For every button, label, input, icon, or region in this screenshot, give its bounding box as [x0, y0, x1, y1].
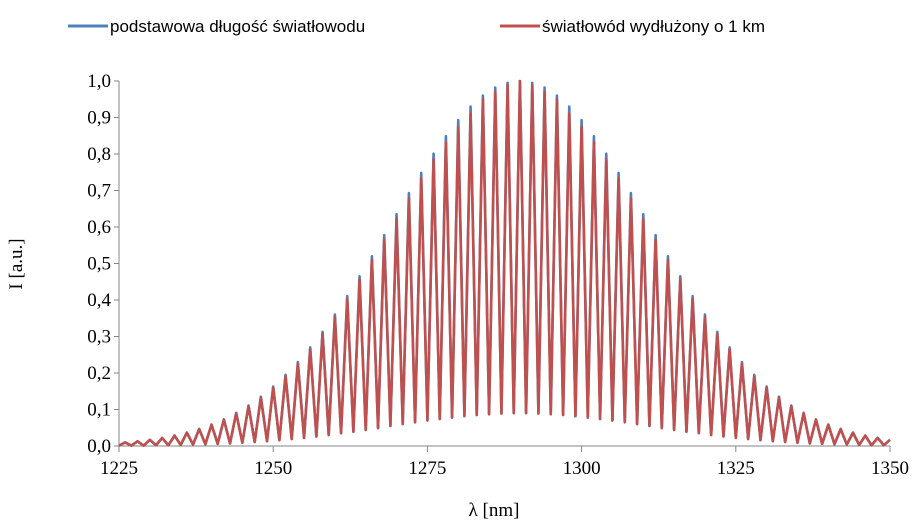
y-tick-label: 0,2	[87, 363, 111, 384]
y-axis-label: I [a.u.]	[6, 238, 27, 289]
x-tick-label: 1300	[563, 458, 601, 479]
y-tick-label: 0,4	[87, 290, 111, 311]
x-tick-label: 1325	[717, 458, 755, 479]
y-tick-label: 0,1	[87, 400, 111, 421]
legend-label: światłowód wydłużony o 1 km	[542, 17, 765, 36]
x-tick-label: 1275	[408, 458, 446, 479]
y-tick-label: 0,8	[87, 144, 111, 165]
y-tick-label: 0,5	[87, 254, 111, 275]
series-line	[118, 79, 891, 447]
y-tick-label: 0,9	[87, 108, 111, 129]
x-axis-label: λ [nm]	[469, 500, 520, 521]
y-tick-label: 0,3	[87, 327, 111, 348]
y-tick-label: 1,0	[87, 71, 111, 92]
y-tick-label: 0,6	[87, 217, 111, 238]
legend-label: podstawowa długość światłowodu	[110, 17, 365, 36]
x-tick-label: 1350	[871, 458, 909, 479]
y-tick-label: 0,7	[87, 181, 111, 202]
x-tick-label: 1225	[100, 458, 138, 479]
y-tick-label: 0,0	[87, 436, 111, 457]
x-tick-label: 1250	[254, 458, 292, 479]
